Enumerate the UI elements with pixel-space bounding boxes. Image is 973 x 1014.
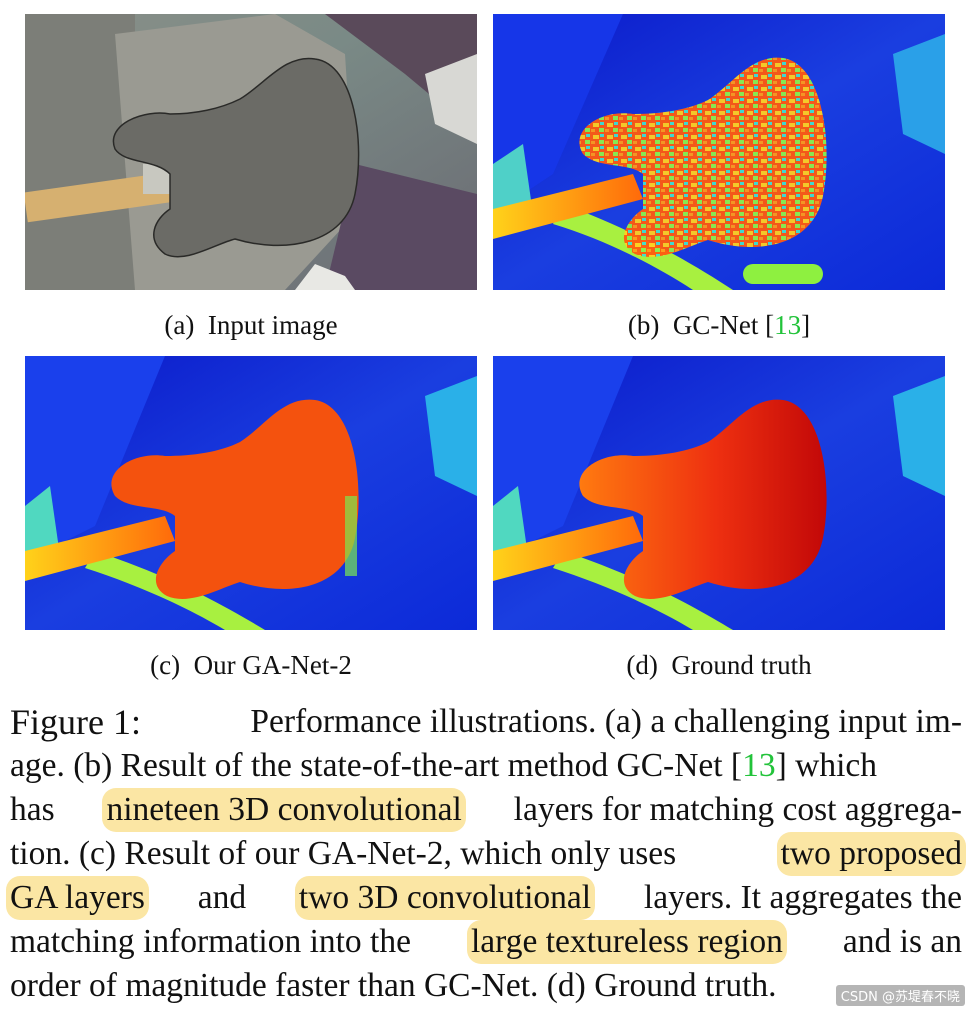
input-image-panel <box>25 14 477 290</box>
watermark: CSDN @苏堤春不晓 <box>835 985 965 1006</box>
figure-caption: Figure 1: Performance illustrations. (a)… <box>6 700 966 1008</box>
highlight: two 3D convolutional <box>294 876 596 920</box>
caption-line: has nineteen 3D convolutional layers for… <box>10 788 962 832</box>
caption-line: tion. (c) Result of our GA-Net-2, which … <box>10 832 966 876</box>
highlight: large textureless region <box>466 920 787 964</box>
caption-line: age. (b) Result of the state-of-the-art … <box>10 747 877 784</box>
subcaption-b: (b) GC-Net [13] <box>627 310 811 340</box>
highlight: two proposed <box>776 832 966 876</box>
gcnet-result-panel <box>493 14 945 290</box>
ground-truth-panel <box>493 356 945 630</box>
citation-link[interactable]: 13 <box>774 310 802 340</box>
caption-line: matching information into the large text… <box>10 920 962 964</box>
subcaption-d: (d) Ground truth <box>626 650 812 680</box>
caption-line: order of magnitude faster than GC-Net. (… <box>10 967 777 1004</box>
highlight: nineteen 3D convolutional <box>102 788 466 832</box>
ganet-result-panel <box>25 356 477 630</box>
figure-label: Figure 1: <box>10 702 141 742</box>
caption-line: GA layers and two 3D convolutional layer… <box>6 876 962 920</box>
highlight: GA layers <box>6 876 149 920</box>
subcaption-a: (a) Input image <box>164 310 338 340</box>
citation-link[interactable]: 13 <box>742 747 776 784</box>
caption-line: Figure 1: Performance illustrations. (a)… <box>10 702 962 742</box>
subcaption-c: (c) Our GA-Net-2 <box>150 650 352 680</box>
